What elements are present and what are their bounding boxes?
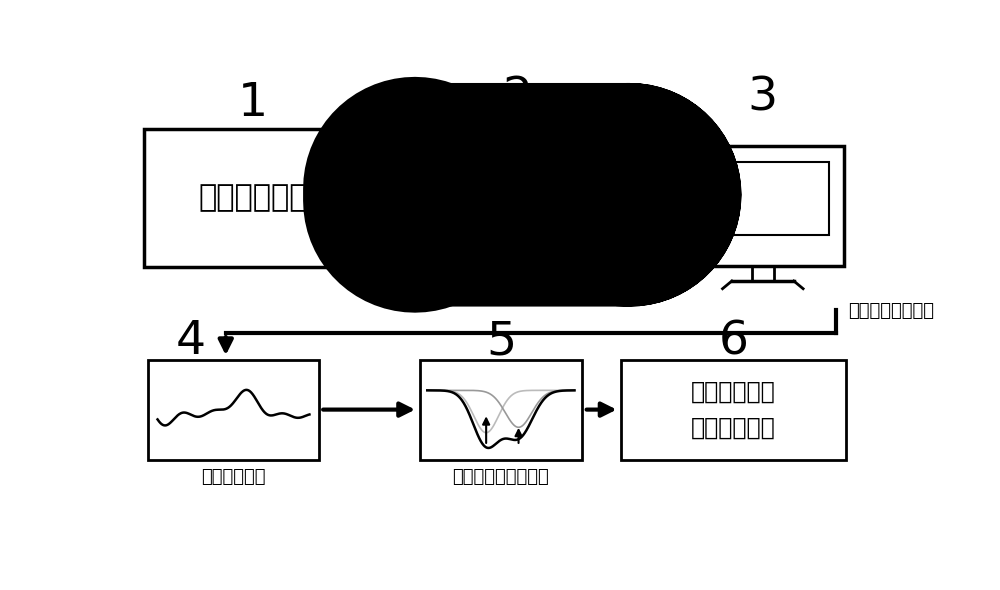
Polygon shape [412, 154, 582, 268]
Polygon shape [412, 114, 623, 154]
Text: 特征吸收峰定位拟合: 特征吸收峰定位拟合 [452, 468, 549, 486]
Text: 2: 2 [502, 76, 532, 120]
Polygon shape [595, 122, 611, 136]
FancyBboxPatch shape [681, 146, 844, 266]
Text: 6: 6 [718, 319, 748, 365]
FancyBboxPatch shape [697, 162, 829, 235]
Text: 岩石薄片磨制: 岩石薄片磨制 [198, 183, 308, 212]
Text: 拉曼光谱价: 拉曼光谱价 [480, 280, 539, 299]
Text: 3: 3 [748, 76, 778, 120]
FancyBboxPatch shape [144, 129, 361, 267]
Text: 判定绻泥石富
鐵、富镁种属: 判定绻泥石富 鐵、富镁种属 [691, 380, 776, 440]
Text: 输入数据处理终端: 输入数据处理终端 [848, 302, 934, 320]
FancyBboxPatch shape [437, 202, 522, 225]
Polygon shape [582, 114, 623, 268]
FancyBboxPatch shape [621, 359, 846, 460]
Text: 4: 4 [176, 319, 206, 365]
Text: 1: 1 [238, 81, 268, 126]
Text: 5: 5 [486, 319, 516, 365]
FancyBboxPatch shape [148, 359, 319, 460]
FancyBboxPatch shape [420, 359, 582, 460]
Text: 光谱数据平滑: 光谱数据平滑 [201, 468, 266, 486]
